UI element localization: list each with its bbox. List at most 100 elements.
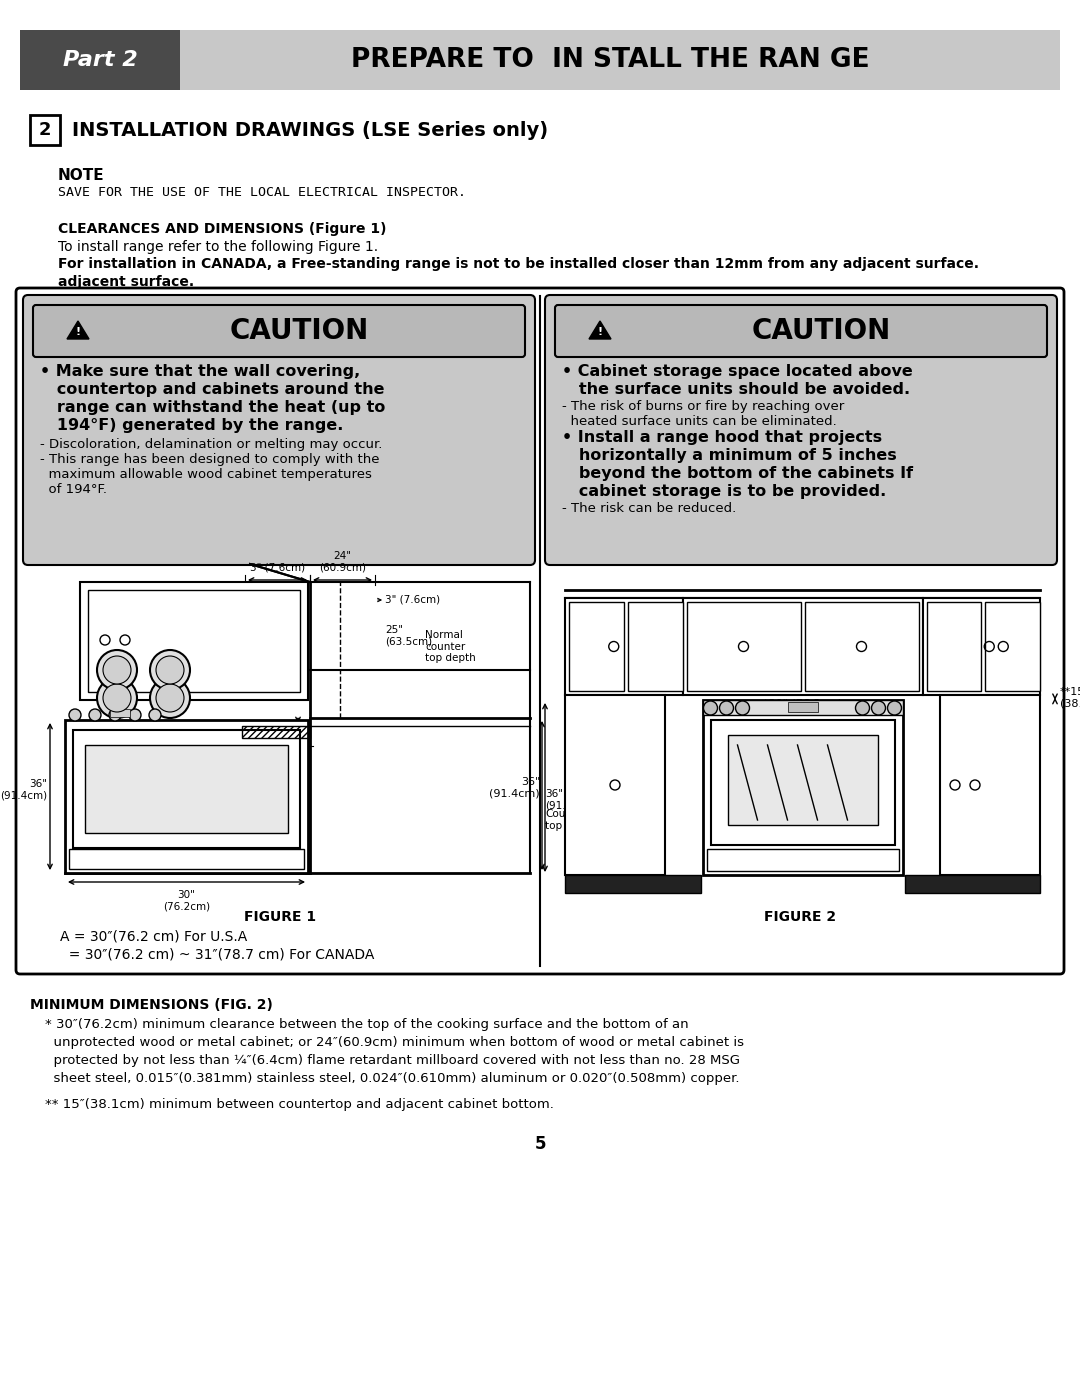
FancyBboxPatch shape xyxy=(23,295,535,565)
Bar xyxy=(728,734,877,825)
Circle shape xyxy=(109,709,121,720)
Text: CLEARANCES AND DIMENSIONS (Figure 1): CLEARANCES AND DIMENSIONS (Figure 1) xyxy=(58,222,387,236)
Text: A
Cabinet
opening: A Cabinet opening xyxy=(184,750,229,783)
Circle shape xyxy=(703,701,717,715)
Text: Counter
top height: Counter top height xyxy=(545,809,598,831)
Circle shape xyxy=(150,651,190,690)
Text: 3" (7.6cm): 3" (7.6cm) xyxy=(249,562,305,574)
Text: 36"
(91.4cm): 36" (91.4cm) xyxy=(489,776,540,799)
Text: unprotected wood or metal cabinet; or 24″(60.9cm) minimum when bottom of wood or: unprotected wood or metal cabinet; or 24… xyxy=(45,1037,744,1049)
Bar xyxy=(565,597,683,695)
Text: maximum allowable wood cabinet temperatures: maximum allowable wood cabinet temperatu… xyxy=(40,469,372,481)
Text: A = 30″(76.2 cm) For U.S.A: A = 30″(76.2 cm) For U.S.A xyxy=(60,930,247,944)
Circle shape xyxy=(888,701,902,715)
Text: !: ! xyxy=(76,327,81,337)
Bar xyxy=(110,709,130,718)
Text: !: ! xyxy=(597,327,603,337)
Text: CAUTION: CAUTION xyxy=(752,318,891,346)
Bar xyxy=(87,590,300,693)
Text: = 30″(76.2 cm) ~ 31″(78.7 cm) For CANADA: = 30″(76.2 cm) ~ 31″(78.7 cm) For CANADA xyxy=(60,949,375,963)
Text: Normal
counter
top depth: Normal counter top depth xyxy=(426,630,476,663)
Text: 24"
(60.9cm): 24" (60.9cm) xyxy=(163,760,210,782)
Bar xyxy=(683,597,922,695)
Circle shape xyxy=(719,701,733,715)
Text: SAVE FOR THE USE OF THE LOCAL ELECTRICAL INSPECTOR.: SAVE FOR THE USE OF THE LOCAL ELECTRICAL… xyxy=(58,186,465,199)
Bar xyxy=(922,597,1040,695)
Bar xyxy=(985,602,1040,691)
Text: of 194°F.: of 194°F. xyxy=(40,483,107,497)
Bar xyxy=(73,730,300,848)
Text: - This range has been designed to comply with the: - This range has been designed to comply… xyxy=(40,453,379,466)
Text: NOTE: NOTE xyxy=(58,168,105,183)
Text: - The risk can be reduced.: - The risk can be reduced. xyxy=(562,502,737,515)
Text: FIGURE 2: FIGURE 2 xyxy=(764,909,836,923)
Text: **15"
(38.1cm): **15" (38.1cm) xyxy=(1059,687,1080,708)
Text: 6" (15.2cm): 6" (15.2cm) xyxy=(227,727,288,739)
Text: range can withstand the heat (up to: range can withstand the heat (up to xyxy=(40,400,386,416)
Text: • Install a range hood that projects: • Install a range hood that projects xyxy=(562,429,882,445)
Text: ** 15″(38.1cm) minimum between countertop and adjacent cabinet bottom.: ** 15″(38.1cm) minimum between counterto… xyxy=(45,1098,554,1111)
Circle shape xyxy=(69,709,81,720)
Bar xyxy=(80,582,308,700)
FancyBboxPatch shape xyxy=(545,295,1057,565)
Text: - The risk of burns or fire by reaching over: - The risk of burns or fire by reaching … xyxy=(562,400,845,413)
Bar xyxy=(565,874,701,893)
FancyBboxPatch shape xyxy=(33,305,525,357)
Bar xyxy=(21,29,1059,90)
Polygon shape xyxy=(589,320,611,339)
Circle shape xyxy=(735,701,750,715)
Bar xyxy=(30,115,60,145)
Text: 24"
(60.9cm): 24" (60.9cm) xyxy=(319,551,366,574)
Text: 3" (7.6cm): 3" (7.6cm) xyxy=(384,595,441,604)
Text: 30"
(76.2cm): 30" (76.2cm) xyxy=(778,659,827,680)
Bar xyxy=(85,746,288,832)
Circle shape xyxy=(855,701,869,715)
Text: protected by not less than ¼″(6.4cm) flame retardant millboard covered with not : protected by not less than ¼″(6.4cm) fla… xyxy=(45,1053,740,1067)
Bar xyxy=(702,700,903,715)
Bar xyxy=(65,720,308,873)
Polygon shape xyxy=(67,320,89,339)
Bar xyxy=(805,602,918,691)
Circle shape xyxy=(872,701,886,715)
Circle shape xyxy=(129,709,141,720)
Bar xyxy=(706,849,899,872)
Circle shape xyxy=(103,684,131,712)
Text: 30"
(76.2cm): 30" (76.2cm) xyxy=(163,890,211,912)
Text: Part 2: Part 2 xyxy=(63,50,137,70)
Bar xyxy=(565,695,665,874)
Text: 5: 5 xyxy=(535,1135,545,1153)
Circle shape xyxy=(156,684,184,712)
Text: * 30″(76.2cm) minimum clearance between the top of the cooking surface and the b: * 30″(76.2cm) minimum clearance between … xyxy=(45,1018,689,1031)
Text: 24"
(60.9cm): 24" (60.9cm) xyxy=(191,600,239,621)
Bar xyxy=(21,29,180,90)
Text: countertop and cabinets around the: countertop and cabinets around the xyxy=(40,382,384,397)
FancyBboxPatch shape xyxy=(16,288,1064,974)
Text: PREPARE TO  IN STALL THE RAN GE: PREPARE TO IN STALL THE RAN GE xyxy=(351,48,869,73)
Circle shape xyxy=(97,651,137,690)
Circle shape xyxy=(97,679,137,718)
Text: CAUTION: CAUTION xyxy=(229,318,368,346)
Text: horizontally a minimum of 5 inches: horizontally a minimum of 5 inches xyxy=(562,448,896,463)
Bar xyxy=(69,849,303,869)
Circle shape xyxy=(150,679,190,718)
Text: the surface units should be avoided.: the surface units should be avoided. xyxy=(562,382,910,397)
Bar xyxy=(711,720,894,845)
Circle shape xyxy=(89,709,102,720)
Text: To install range refer to the following Figure 1.: To install range refer to the following … xyxy=(58,241,378,255)
Bar xyxy=(687,602,800,691)
Text: For installation in CANADA, a Free-standing range is not to be installed closer : For installation in CANADA, a Free-stand… xyxy=(58,257,978,271)
Text: 2: 2 xyxy=(39,120,51,139)
Bar xyxy=(787,702,818,712)
Text: 25"
(63.5cm): 25" (63.5cm) xyxy=(384,625,432,646)
Text: • Cabinet storage space located above: • Cabinet storage space located above xyxy=(562,364,913,379)
Text: cabinet storage is to be provided.: cabinet storage is to be provided. xyxy=(562,484,887,499)
Circle shape xyxy=(156,656,184,684)
Circle shape xyxy=(103,656,131,684)
Bar xyxy=(702,700,903,874)
Text: heated surface units can be eliminated.: heated surface units can be eliminated. xyxy=(562,416,837,428)
FancyBboxPatch shape xyxy=(555,305,1047,357)
Circle shape xyxy=(149,709,161,720)
Text: FIGURE 1: FIGURE 1 xyxy=(244,909,316,923)
Text: adjacent surface.: adjacent surface. xyxy=(58,276,194,290)
Bar xyxy=(927,602,982,691)
